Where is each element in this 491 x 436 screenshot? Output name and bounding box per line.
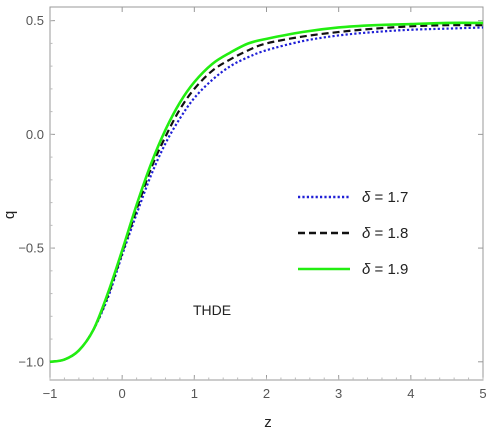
x-tick-label: 4: [407, 386, 414, 401]
series-group: [49, 21, 484, 364]
x-tick-label: 3: [335, 386, 342, 401]
legend: δ = 1.7 δ = 1.8 δ = 1.9: [298, 189, 408, 278]
x-tick-label: 2: [263, 386, 270, 401]
x-tick-label: 5: [479, 386, 486, 401]
series-line-1: [49, 26, 484, 363]
annotation-thde: THDE: [193, 302, 231, 318]
x-axis-title: z: [264, 414, 272, 431]
y-tick-label: 0.0: [26, 127, 44, 142]
y-axis-title: q: [1, 211, 18, 219]
y-tick-label: 0.5: [26, 13, 44, 28]
series-line-2: [49, 24, 484, 363]
ticks: −1 0 1 2 3 4 5 −1.0 −0.5 0.0 0.5: [18, 7, 487, 401]
plot-frame: [49, 6, 484, 381]
legend-label-1: δ = 1.7: [362, 189, 408, 206]
x-tick-label: −1: [43, 386, 58, 401]
y-tick-label: −1.0: [18, 354, 44, 369]
y-tick-label: −0.5: [18, 241, 44, 256]
x-tick-label: 1: [191, 386, 198, 401]
legend-label-3: δ = 1.9: [362, 261, 408, 278]
series-line-3: [49, 21, 484, 364]
legend-label-2: δ = 1.8: [362, 225, 408, 242]
x-tick-label: 0: [119, 386, 126, 401]
